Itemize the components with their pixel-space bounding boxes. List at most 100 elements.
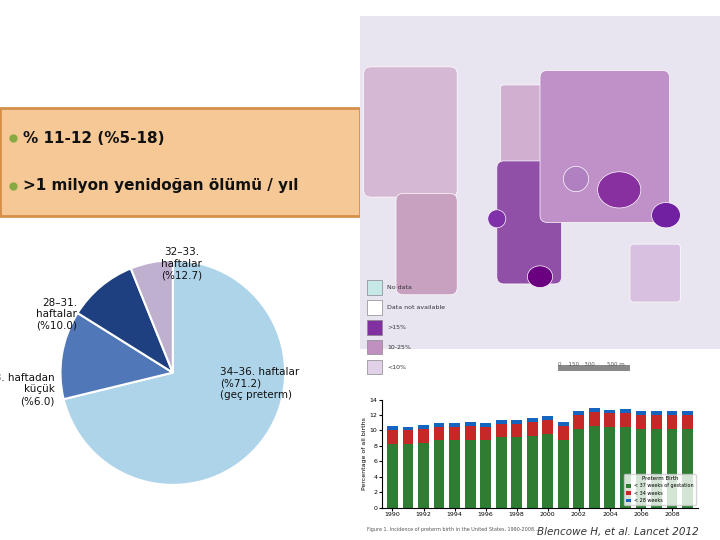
Bar bbox=[480, 427, 491, 441]
Bar bbox=[605, 427, 616, 508]
Bar bbox=[387, 443, 398, 508]
Bar bbox=[418, 429, 429, 443]
Ellipse shape bbox=[527, 266, 553, 287]
Bar bbox=[449, 441, 460, 508]
Bar bbox=[402, 444, 413, 508]
Bar bbox=[589, 426, 600, 508]
Bar bbox=[418, 425, 429, 429]
Bar bbox=[367, 300, 382, 315]
Bar bbox=[464, 440, 475, 508]
Y-axis label: Percentage of all births: Percentage of all births bbox=[361, 417, 366, 490]
Bar bbox=[511, 420, 522, 423]
Bar bbox=[480, 441, 491, 508]
Bar bbox=[589, 412, 600, 426]
Bar bbox=[542, 420, 553, 434]
Bar bbox=[449, 427, 460, 441]
Ellipse shape bbox=[488, 210, 505, 228]
Bar bbox=[542, 434, 553, 508]
Text: 28. haftadan
küçük
(%6.0): 28. haftadan küçük (%6.0) bbox=[0, 373, 55, 406]
Bar bbox=[527, 436, 538, 508]
FancyBboxPatch shape bbox=[497, 161, 562, 284]
Bar bbox=[651, 415, 662, 429]
Bar bbox=[682, 411, 693, 415]
Bar bbox=[480, 423, 491, 427]
Bar bbox=[667, 429, 678, 508]
Bar bbox=[402, 430, 413, 444]
Bar bbox=[402, 427, 413, 430]
Ellipse shape bbox=[598, 172, 641, 208]
Bar bbox=[418, 443, 429, 508]
Bar bbox=[527, 418, 538, 422]
Text: 0    150   300       500 m: 0 150 300 500 m bbox=[558, 362, 625, 367]
FancyBboxPatch shape bbox=[0, 108, 360, 216]
Wedge shape bbox=[63, 260, 285, 485]
Bar bbox=[636, 429, 647, 508]
Bar bbox=[636, 411, 647, 415]
Bar bbox=[573, 429, 584, 508]
Bar bbox=[573, 415, 584, 429]
FancyBboxPatch shape bbox=[630, 244, 680, 302]
Bar bbox=[449, 423, 460, 427]
Text: >15%: >15% bbox=[387, 325, 406, 330]
Bar bbox=[558, 426, 569, 440]
Text: 32–33.
haftalar
(%12.7): 32–33. haftalar (%12.7) bbox=[161, 247, 202, 280]
Text: <10%: <10% bbox=[387, 364, 406, 370]
Ellipse shape bbox=[652, 202, 680, 228]
Bar bbox=[620, 427, 631, 508]
Bar bbox=[511, 437, 522, 508]
Bar bbox=[496, 423, 507, 437]
Bar bbox=[387, 426, 398, 430]
Bar bbox=[573, 411, 584, 415]
Wedge shape bbox=[78, 268, 173, 373]
Text: No data: No data bbox=[387, 285, 412, 290]
Bar bbox=[620, 409, 631, 413]
Bar bbox=[433, 441, 444, 508]
Bar bbox=[367, 360, 382, 374]
Bar bbox=[433, 423, 444, 427]
Bar bbox=[651, 411, 662, 415]
Bar bbox=[636, 415, 647, 429]
Bar bbox=[682, 415, 693, 429]
Bar bbox=[605, 410, 616, 414]
Bar bbox=[433, 427, 444, 441]
Bar bbox=[367, 340, 382, 354]
Text: 10-25%: 10-25% bbox=[387, 345, 411, 350]
Bar bbox=[558, 440, 569, 508]
Ellipse shape bbox=[563, 166, 589, 192]
Text: İnsidansı: İnsidansı bbox=[14, 44, 184, 77]
FancyBboxPatch shape bbox=[540, 71, 670, 222]
Wedge shape bbox=[131, 260, 173, 373]
Text: Blencowe H, et al. Lancet 2012: Blencowe H, et al. Lancet 2012 bbox=[536, 527, 698, 537]
Legend: < 37 weeks of gestation, < 34 weeks, < 28 weeks: < 37 weeks of gestation, < 34 weeks, < 2… bbox=[624, 474, 696, 505]
Text: Figure 1. Incidence of preterm birth in the United States, 1990-2008...: Figure 1. Incidence of preterm birth in … bbox=[367, 527, 539, 532]
Text: 28–31.
haftalar
(%10.0): 28–31. haftalar (%10.0) bbox=[37, 298, 77, 331]
FancyBboxPatch shape bbox=[364, 67, 457, 197]
Bar bbox=[496, 437, 507, 508]
Text: 34–36. haftalar
(%71.2)
(geç preterm): 34–36. haftalar (%71.2) (geç preterm) bbox=[220, 367, 300, 401]
Text: >1 milyon yenidoğan ölümü / yıl: >1 milyon yenidoğan ölümü / yıl bbox=[23, 178, 299, 193]
Bar bbox=[620, 413, 631, 427]
Bar bbox=[558, 422, 569, 426]
Bar bbox=[558, 366, 630, 371]
Bar bbox=[511, 423, 522, 437]
Bar bbox=[589, 408, 600, 412]
Bar bbox=[682, 429, 693, 508]
Bar bbox=[496, 420, 507, 423]
Bar bbox=[651, 429, 662, 508]
Bar bbox=[542, 416, 553, 420]
FancyBboxPatch shape bbox=[500, 85, 544, 165]
Bar bbox=[464, 426, 475, 440]
Bar bbox=[464, 422, 475, 426]
Bar bbox=[667, 415, 678, 429]
Text: % 11-12 (%5-18): % 11-12 (%5-18) bbox=[23, 131, 165, 146]
Bar bbox=[667, 411, 678, 415]
Wedge shape bbox=[60, 313, 173, 399]
Bar bbox=[527, 422, 538, 436]
Text: Data not available: Data not available bbox=[387, 305, 445, 310]
FancyBboxPatch shape bbox=[396, 193, 457, 295]
Bar bbox=[367, 280, 382, 295]
Bar bbox=[387, 430, 398, 443]
Bar bbox=[367, 320, 382, 335]
Bar bbox=[605, 414, 616, 427]
